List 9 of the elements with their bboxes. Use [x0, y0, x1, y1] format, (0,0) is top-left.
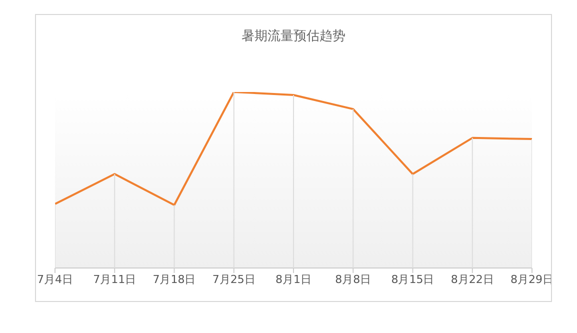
x-tick-label: 8月22日 — [450, 272, 494, 286]
x-tick-label: 7月25日 — [212, 272, 256, 286]
x-tick-label: 8月1日 — [276, 272, 312, 286]
chart-title: 暑期流量预估趋势 — [240, 28, 346, 45]
x-tick-label: 7月11日 — [93, 272, 136, 286]
x-tick-label: 8月8日 — [335, 272, 372, 286]
x-tick-label: 7月4日 — [37, 272, 73, 286]
x-tick-label: 7月18日 — [152, 272, 196, 286]
x-tick-label: 8月15日 — [391, 272, 434, 286]
